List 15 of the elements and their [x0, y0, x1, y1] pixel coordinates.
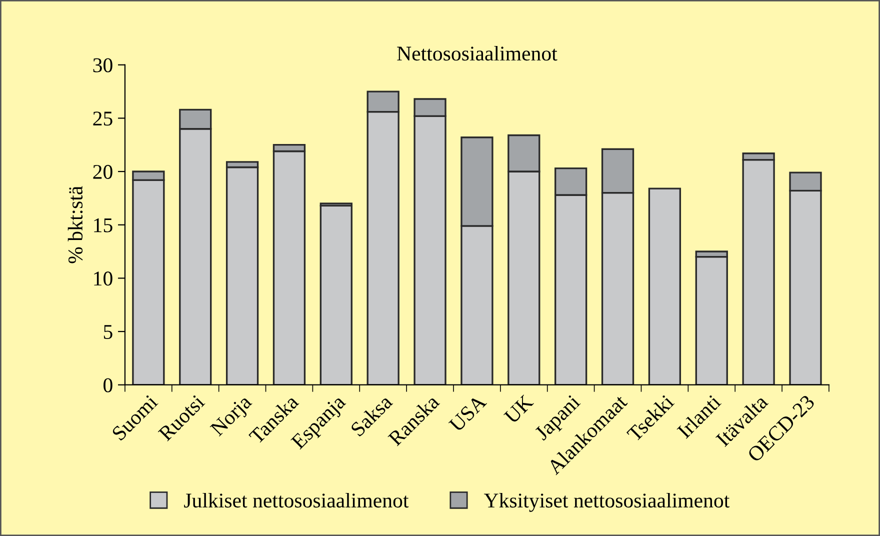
bar — [320, 204, 352, 385]
x-tick-label: USA — [448, 394, 488, 433]
y-tick-label: 15 — [94, 218, 112, 232]
y-tick-label: 0 — [104, 378, 112, 392]
y-tick-label: 30 — [93, 58, 112, 72]
y-tick-label: 10 — [94, 272, 112, 286]
legend-label: Julkiset nettososiaalimenot — [184, 492, 409, 508]
y-tick-label: 20 — [93, 164, 112, 179]
y-axis-title: % bkt:stä — [68, 186, 83, 264]
y-tick-label: 5 — [104, 325, 112, 339]
legend-label: Yksityiset nettososiaalimenot — [484, 492, 730, 512]
chart-title: Nettososiaalimenot — [397, 46, 558, 61]
bar — [648, 188, 682, 385]
y-tick-label: 25 — [93, 112, 112, 126]
x-tick-label: UK — [504, 394, 534, 425]
